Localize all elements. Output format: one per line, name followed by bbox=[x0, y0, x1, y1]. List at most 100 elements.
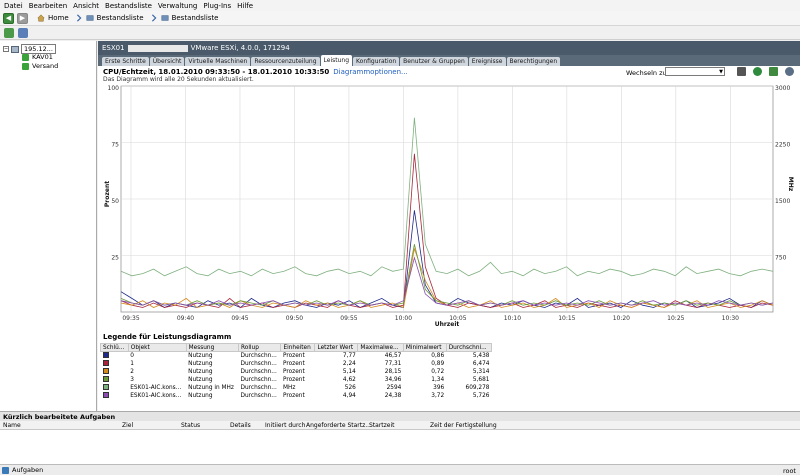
refresh-icon[interactable] bbox=[18, 28, 28, 38]
tasks-button-label: Aufgaben bbox=[12, 466, 44, 474]
series-line-5 bbox=[120, 256, 774, 306]
tasks-col-requested-start[interactable]: Angeforderte Startz... bbox=[306, 422, 371, 429]
tasks-col-name[interactable]: Name bbox=[3, 422, 21, 429]
tree-host[interactable]: − 195.12... bbox=[3, 44, 56, 54]
menu-datei[interactable]: Datei bbox=[4, 1, 23, 10]
legend-swatch bbox=[102, 384, 109, 390]
tasks-col-details[interactable]: Details bbox=[230, 422, 251, 429]
tab-konfiguration[interactable]: Konfiguration bbox=[353, 57, 400, 66]
tab-leistung[interactable]: Leistung bbox=[320, 55, 353, 66]
legend-min: 396 bbox=[433, 385, 445, 391]
legend-max: 46,57 bbox=[384, 353, 402, 359]
chart-subtitle: Das Diagramm wird alle 20 Sekunden aktua… bbox=[103, 76, 254, 83]
col-last[interactable]: Letzter Wert bbox=[314, 343, 359, 352]
legend-last: 4,62 bbox=[342, 377, 356, 383]
legend-rollup: Durchschn... bbox=[240, 361, 277, 367]
y-left-tick: 75 bbox=[111, 142, 119, 149]
col-min[interactable]: Minimalwert bbox=[402, 343, 447, 352]
x-tick: 09:50 bbox=[286, 315, 303, 322]
col-avg[interactable]: Durchschni... bbox=[445, 343, 493, 352]
y-axis-right-title: MHz bbox=[787, 177, 794, 192]
tab-virtuelle-maschinen[interactable]: Virtuelle Maschinen bbox=[185, 57, 251, 66]
breadcrumb-inventory-2-label: Bestandsliste bbox=[171, 14, 219, 22]
menu-verwaltung[interactable]: Verwaltung bbox=[157, 1, 198, 10]
legend-row[interactable]: 3 Nutzung Durchschn... Prozent 4,62 34,96 1,34… bbox=[101, 376, 492, 384]
legend-object: 0 bbox=[130, 353, 134, 359]
tab-uebersicht[interactable]: Übersicht bbox=[149, 57, 185, 66]
status-bar: Aufgaben root bbox=[0, 464, 800, 475]
series-lines bbox=[120, 117, 774, 309]
tasks-col-completion[interactable]: Zeit der Fertigstellung bbox=[430, 422, 497, 429]
tasks-col-status[interactable]: Status bbox=[181, 422, 201, 429]
tree-vm-versand[interactable]: Versand bbox=[22, 62, 58, 70]
legend-measure: Nutzung in MHz bbox=[188, 385, 234, 391]
x-tick: 10:25 bbox=[667, 315, 684, 322]
tree-vm-kav01-label: KAV01 bbox=[32, 53, 53, 61]
back-arrow-icon[interactable]: ◀ bbox=[3, 12, 14, 24]
legend-measure: Nutzung bbox=[188, 361, 213, 367]
col-rollup[interactable]: Rollup bbox=[237, 343, 282, 352]
legend-row[interactable]: 0 Nutzung Durchschn... Prozent 7,77 46,57 0,86… bbox=[101, 352, 492, 361]
tab-benutzer-gruppen[interactable]: Benutzer & Gruppen bbox=[400, 57, 468, 66]
add-host-icon[interactable] bbox=[4, 28, 14, 38]
tasks-button[interactable]: Aufgaben bbox=[2, 466, 43, 474]
menu-plugins[interactable]: Plug-Ins bbox=[203, 1, 232, 10]
legend-min: 1,34 bbox=[431, 377, 445, 383]
menu-bearbeiten[interactable]: Bearbeiten bbox=[28, 1, 68, 10]
x-tick: 09:45 bbox=[231, 315, 248, 322]
menu-bestandsliste[interactable]: Bestandsliste bbox=[105, 1, 152, 10]
col-key[interactable]: Schlü... bbox=[100, 343, 129, 352]
legend-swatch bbox=[102, 352, 109, 358]
tab-ressourcenzuteilung[interactable]: Ressourcenzuteilung bbox=[251, 57, 320, 66]
breadcrumb-inventory-1[interactable]: Bestandsliste bbox=[75, 14, 144, 22]
refresh-chart-icon[interactable] bbox=[753, 67, 762, 76]
col-max[interactable]: Maximalwe... bbox=[357, 343, 404, 352]
col-object[interactable]: Objekt bbox=[127, 343, 187, 352]
y-right-tick: 750 bbox=[775, 255, 787, 262]
y-left-tick: 50 bbox=[111, 198, 119, 205]
tab-ereignisse[interactable]: Ereignisse bbox=[468, 57, 506, 66]
x-tick: 10:00 bbox=[395, 315, 412, 322]
export-icon[interactable] bbox=[769, 67, 778, 76]
legend-swatch-cell bbox=[101, 368, 129, 376]
legend-swatch-cell bbox=[101, 352, 129, 361]
print-icon[interactable] bbox=[737, 67, 746, 76]
tasks-col-initiator[interactable]: Initiiert durch bbox=[265, 422, 306, 429]
legend-title: Legende für Leistungsdiagramm bbox=[103, 333, 232, 341]
tasks-col-target[interactable]: Ziel bbox=[122, 422, 134, 429]
legend-measure: Nutzung bbox=[188, 377, 213, 383]
tab-erste-schritte[interactable]: Erste Schritte bbox=[102, 57, 149, 66]
breadcrumb-home-label: Home bbox=[48, 14, 69, 22]
menu-hilfe[interactable]: Hilfe bbox=[237, 1, 254, 10]
breadcrumb-inventory-2[interactable]: Bestandsliste bbox=[150, 14, 219, 22]
col-measure[interactable]: Messung bbox=[185, 343, 240, 352]
legend-row[interactable]: ESK01-AIC.kons... Nutzung in MHz Durchschn… bbox=[101, 384, 492, 392]
collapse-icon[interactable]: − bbox=[3, 46, 9, 52]
recent-tasks-columns: Name Ziel Status Details Initiiert durch… bbox=[0, 421, 800, 430]
series-line-4 bbox=[120, 117, 774, 277]
menu-ansicht[interactable]: Ansicht bbox=[73, 1, 100, 10]
forward-arrow-icon[interactable]: ▶ bbox=[17, 12, 28, 24]
inventory-toolbar bbox=[0, 27, 800, 40]
inventory-icon bbox=[86, 15, 94, 21]
switch-to-select[interactable]: ▼ bbox=[665, 67, 725, 76]
chart-title: CPU/Echtzeit, 18.01.2010 09:33:50 - 18.0… bbox=[103, 68, 408, 76]
host-icon bbox=[11, 45, 19, 53]
tasks-col-start[interactable]: Startzeit bbox=[369, 422, 395, 429]
legend-row[interactable]: 2 Nutzung Durchschn... Prozent 5,14 28,15 0,72… bbox=[101, 368, 492, 376]
switch-to-label: Wechseln zu: bbox=[626, 69, 669, 77]
legend-last: 5,14 bbox=[342, 369, 356, 375]
tab-berechtigungen[interactable]: Berechtigungen bbox=[506, 57, 561, 66]
tab-bar: Erste Schritte Übersicht Virtuelle Masch… bbox=[98, 55, 800, 66]
legend-row[interactable]: ESK01-AIC.kons... Nutzung Durchschn... Proz… bbox=[101, 392, 492, 400]
y-axis-left: 100 75 50 25 bbox=[108, 85, 120, 262]
legend-swatch-cell bbox=[101, 392, 129, 400]
legend-min: 0,86 bbox=[431, 353, 445, 359]
tree-vm-kav01[interactable]: KAV01 bbox=[22, 53, 53, 61]
legend-max: 77,31 bbox=[384, 361, 402, 367]
col-unit[interactable]: Einheiten bbox=[280, 343, 316, 352]
popout-icon[interactable] bbox=[785, 67, 794, 76]
legend-row[interactable]: 1 Nutzung Durchschn... Prozent 2,24 77,31 0,89… bbox=[101, 360, 492, 368]
breadcrumb-home[interactable]: Home bbox=[37, 14, 69, 22]
chart-options-link[interactable]: Diagrammoptionen... bbox=[333, 68, 408, 76]
